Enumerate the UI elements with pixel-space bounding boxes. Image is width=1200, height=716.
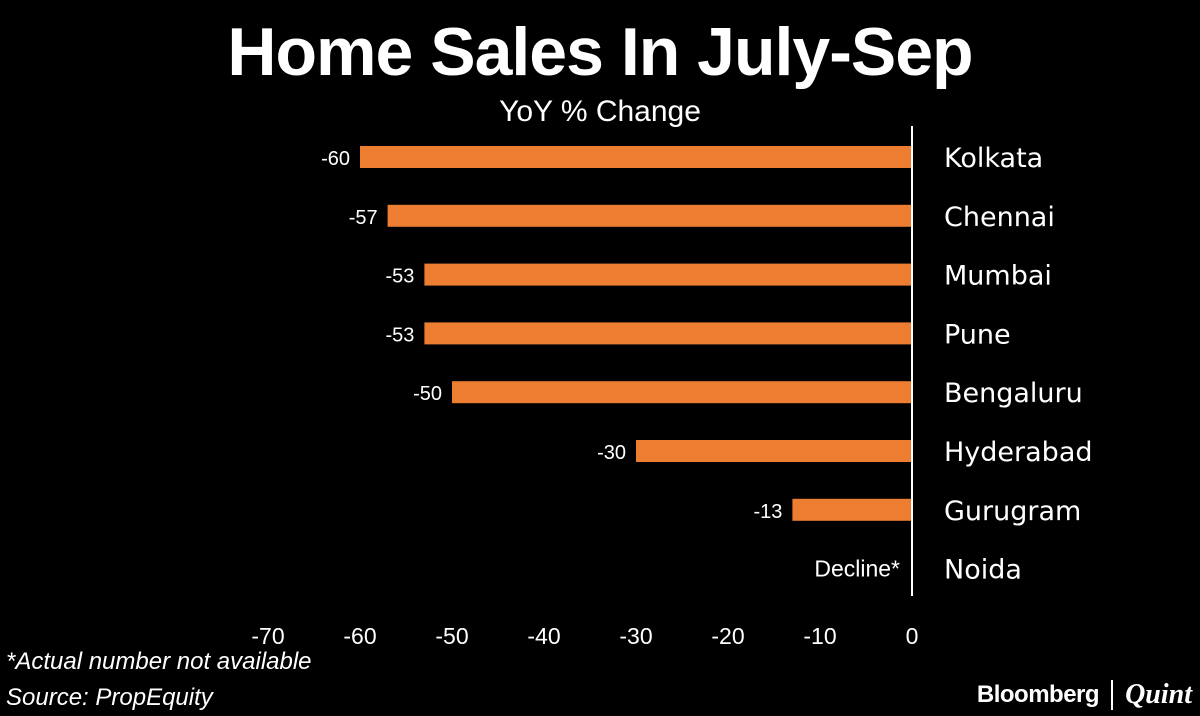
x-tick-label: -60 — [343, 623, 376, 649]
x-tick-label: -20 — [711, 623, 744, 649]
bar-hyderabad — [636, 440, 912, 462]
category-label-gurugram: Gurugram — [944, 496, 1081, 527]
data-label-chennai: -57 — [349, 207, 378, 229]
data-label-pune: -53 — [385, 324, 414, 346]
brand-quint: Quint — [1125, 679, 1192, 710]
data-label-kolkata: -60 — [321, 148, 350, 170]
data-label-hyderabad: -30 — [597, 442, 626, 464]
category-label-pune: Pune — [944, 319, 1011, 350]
x-tick-label: -40 — [527, 623, 560, 649]
source-note: Source: PropEquity — [6, 684, 213, 711]
footnote: *Actual number not available — [6, 648, 312, 675]
category-label-kolkata: Kolkata — [944, 143, 1043, 174]
category-label-chennai: Chennai — [944, 202, 1055, 233]
category-label-bengaluru: Bengaluru — [944, 378, 1083, 409]
brand-divider — [1111, 680, 1114, 710]
data-label-mumbai: -53 — [385, 266, 414, 288]
brand-bloomberg: Bloomberg — [976, 681, 1100, 708]
chart-title: Home Sales In July-Sep — [227, 14, 973, 90]
brand-logo: Bloomberg Quint — [977, 678, 1192, 712]
bar-bengaluru — [452, 381, 912, 404]
category-label-mumbai: Mumbai — [944, 261, 1052, 292]
bar-mumbai — [424, 263, 912, 286]
category-label-noida: Noida — [944, 555, 1022, 586]
data-label-gurugram: -13 — [753, 501, 782, 523]
bar-gurugram — [792, 498, 912, 521]
bar-kolkata — [360, 146, 912, 168]
x-tick-label: -50 — [435, 623, 468, 649]
bar-pune — [424, 322, 912, 345]
chart-subtitle: YoY % Change — [499, 95, 701, 128]
x-tick-label: -70 — [251, 623, 284, 649]
data-label-noida: Decline* — [814, 556, 900, 582]
bar-chennai — [387, 204, 913, 227]
x-tick-label: -10 — [803, 623, 836, 649]
x-tick-label: 0 — [906, 623, 919, 649]
category-label-hyderabad: Hyderabad — [944, 437, 1093, 468]
x-tick-label: -30 — [619, 623, 652, 649]
data-label-bengaluru: -50 — [413, 383, 442, 405]
